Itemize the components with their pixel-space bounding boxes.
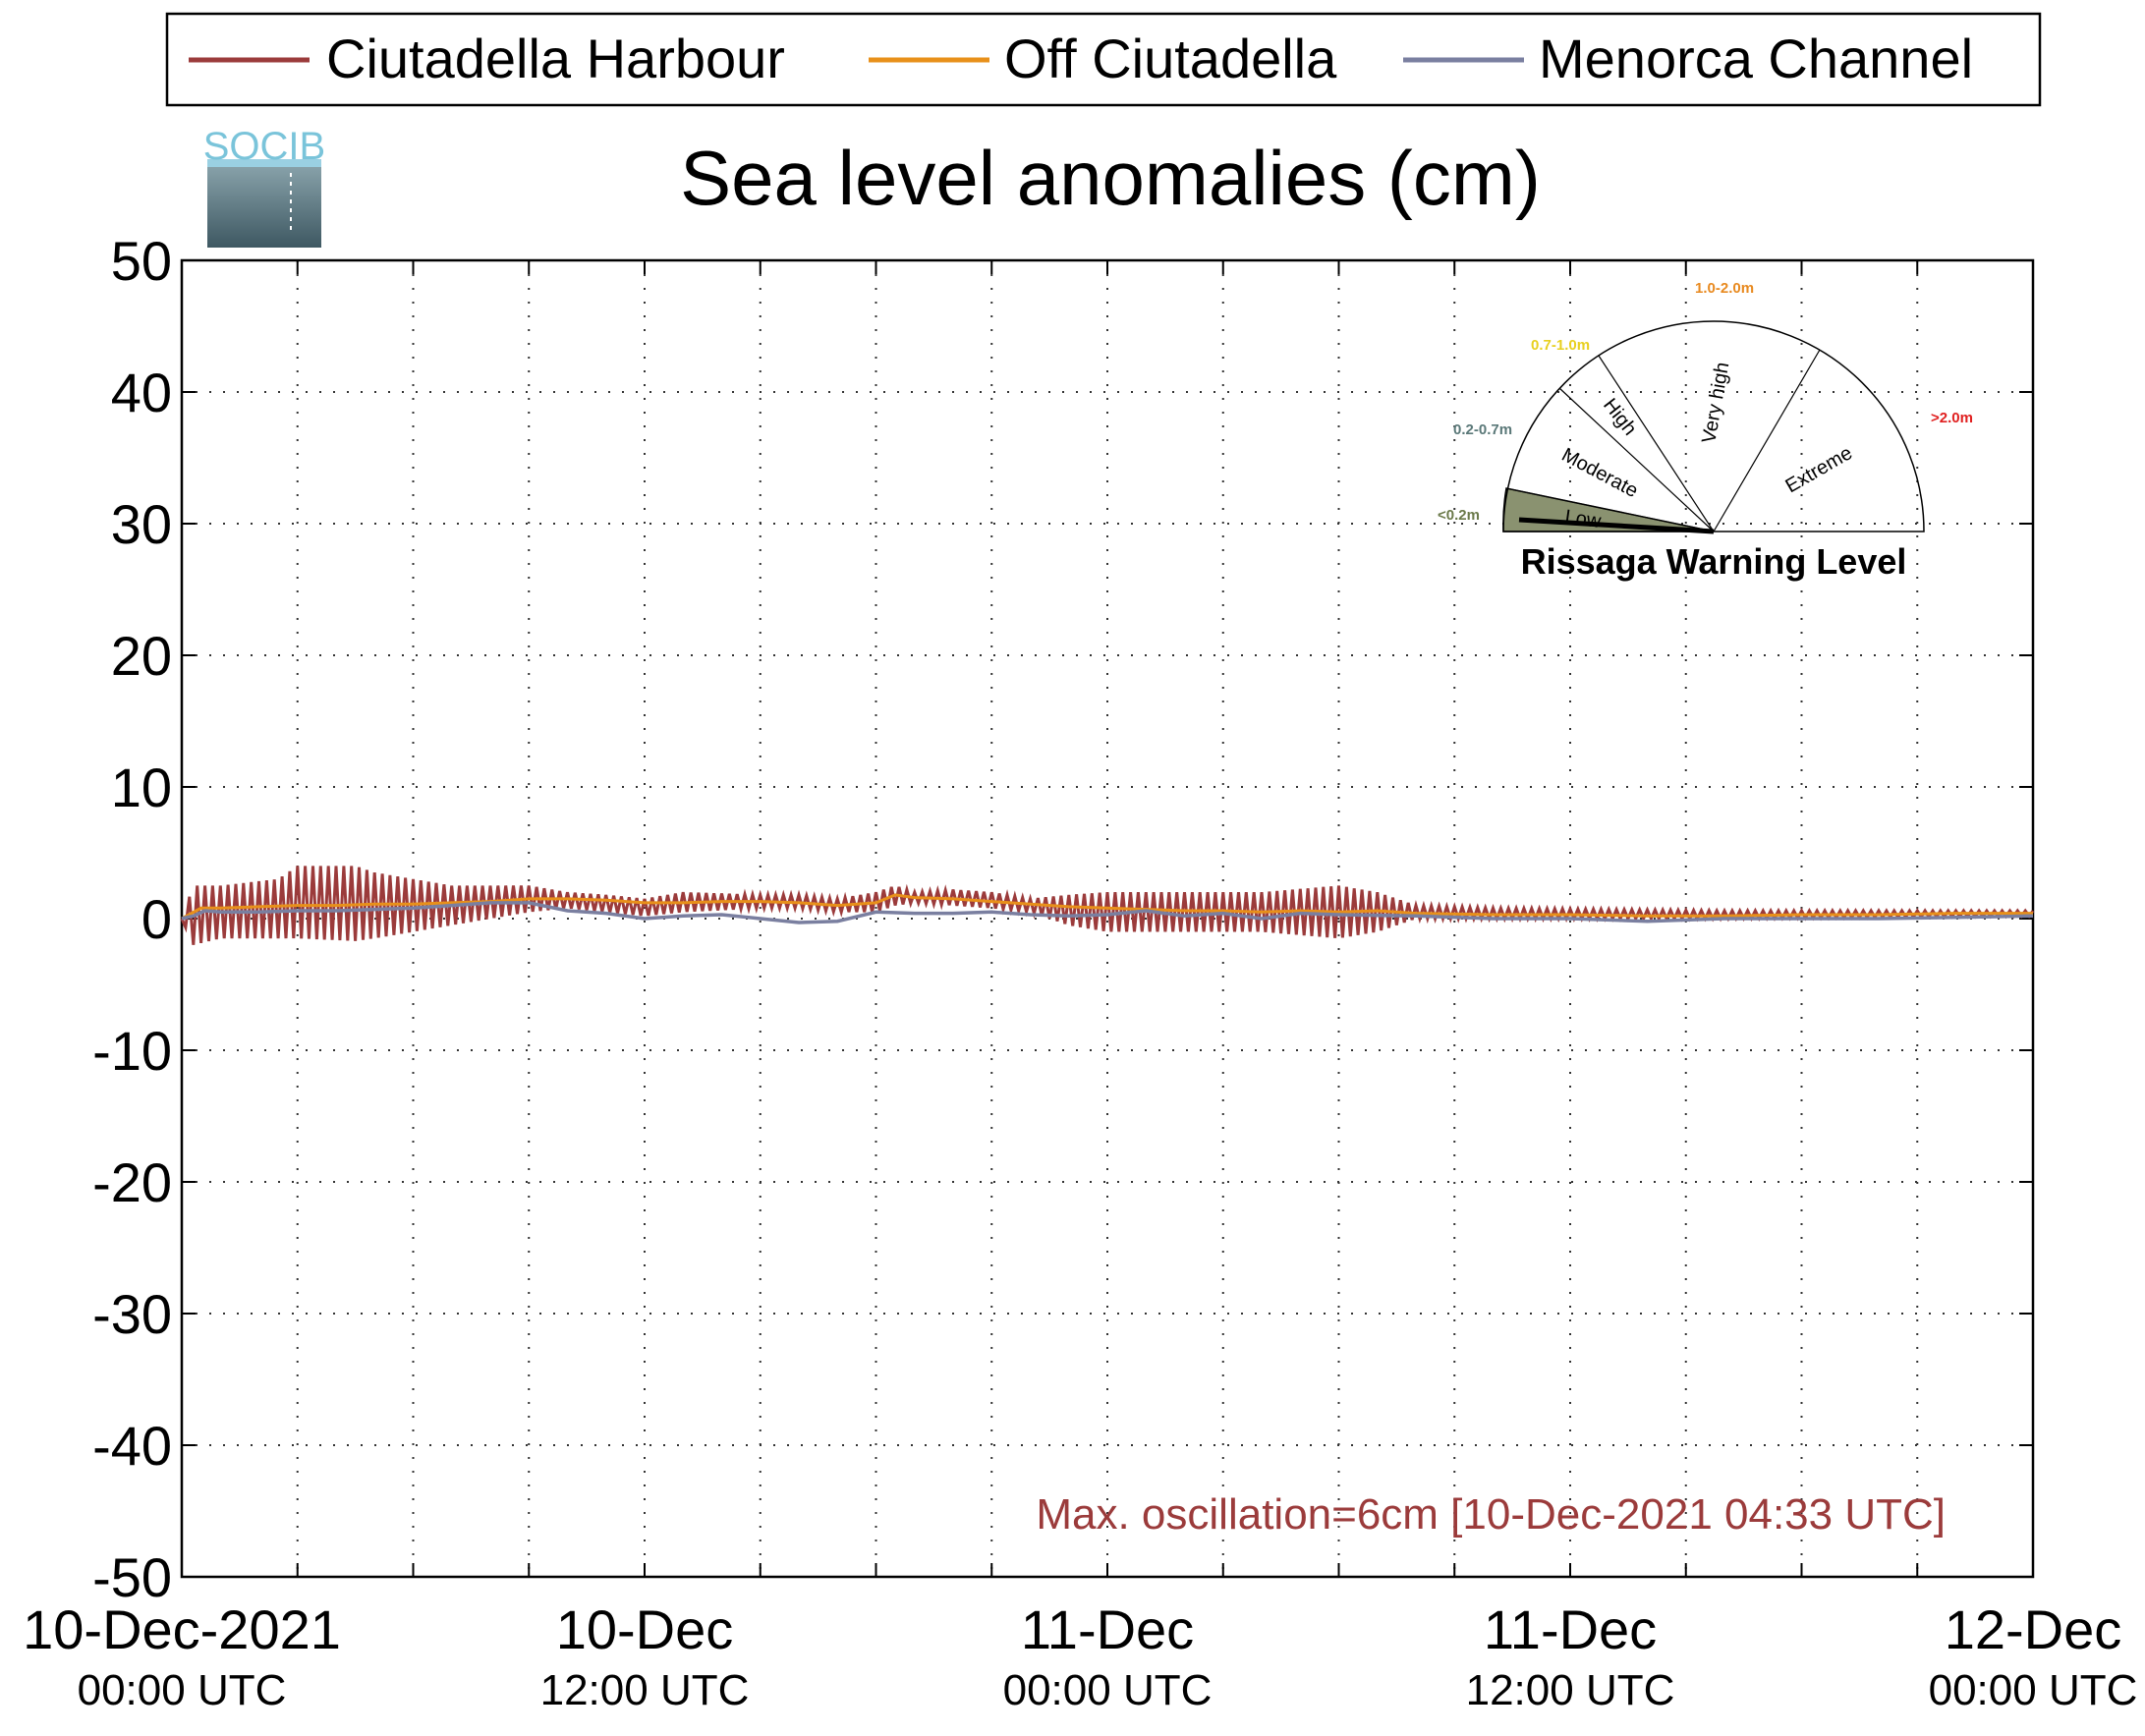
series-line-menorca-channel: [181, 901, 2034, 924]
series-line-ciutadella-harbour: [180, 866, 2035, 945]
y-tick-label: 10: [111, 756, 172, 818]
gauge-needle: [1518, 517, 1715, 534]
x-tick-label-time: 00:00 UTC: [1929, 1666, 2138, 1714]
gauge-range-moderate: 0.2-0.7m: [1453, 421, 1512, 438]
x-tick-label-time: 00:00 UTC: [1003, 1666, 1213, 1714]
x-axis: 10-Dec-2021 00:00 UTC 10-Dec 12:00 UTC 11-De…: [23, 260, 2137, 1714]
gauge-range-high: 0.7-1.0m: [1531, 337, 1590, 354]
max-oscillation-annotation: Max. oscillation=6cm [10-Dec-2021 04:33 …: [1036, 1490, 1946, 1539]
x-tick-label-date: 10-Dec-2021: [23, 1598, 341, 1660]
y-tick-label: -30: [92, 1283, 172, 1345]
x-tick-label-date: 10-Dec: [556, 1598, 734, 1660]
chart-title: Sea level anomalies (cm): [680, 135, 1541, 221]
gauge-range-extreme: >2.0m: [1931, 410, 1973, 426]
socib-logo: SOCIB: [203, 125, 325, 248]
y-tick-label: -40: [92, 1415, 172, 1477]
gauge-label-low: Low: [1563, 506, 1603, 532]
x-tick-label-time: 12:00 UTC: [540, 1666, 750, 1714]
gauge-range-very-high: 1.0-2.0m: [1695, 280, 1754, 297]
x-tick-label-time: 12:00 UTC: [1466, 1666, 1675, 1714]
series: [180, 866, 2035, 945]
legend-label-ciutadella-harbour: Ciutadella Harbour: [326, 28, 785, 89]
x-tick-label-date: 11-Dec: [1484, 1598, 1657, 1660]
x-tick-label-date: 12-Dec: [1945, 1598, 2122, 1660]
y-tick-label: -20: [92, 1151, 172, 1213]
gauge-range-low: <0.2m: [1438, 507, 1480, 524]
y-tick-label: 30: [111, 493, 172, 555]
legend: Ciutadella Harbour Off Ciutadella Menorc…: [165, 12, 2042, 107]
legend-label-menorca-channel: Menorca Channel: [1539, 28, 1973, 89]
x-tick-label-time: 00:00 UTC: [78, 1666, 287, 1714]
y-tick-label: 50: [111, 230, 172, 292]
legend-label-off-ciutadella: Off Ciutadella: [1004, 28, 1337, 89]
y-tick-label: 40: [111, 362, 172, 423]
rissaga-warning-gauge: Low Moderate High Very high Extreme <0.2…: [1438, 280, 1973, 582]
y-tick-label: 20: [111, 625, 172, 687]
y-tick-label: -10: [92, 1020, 172, 1082]
logo-text: SOCIB: [203, 125, 325, 168]
x-tick-label-date: 11-Dec: [1021, 1598, 1194, 1660]
gauge-arc: [1502, 320, 1925, 532]
y-tick-label: 0: [141, 888, 172, 950]
y-axis: 50 40 30 20 10 0 -10 -20 -30 -40 -50: [92, 230, 2033, 1608]
gauge-title: Rissaga Warning Level: [1521, 541, 1907, 582]
y-tick-label: -50: [92, 1546, 172, 1608]
series-line-off-ciutadella: [181, 893, 2033, 921]
legend-box: [165, 12, 2042, 107]
